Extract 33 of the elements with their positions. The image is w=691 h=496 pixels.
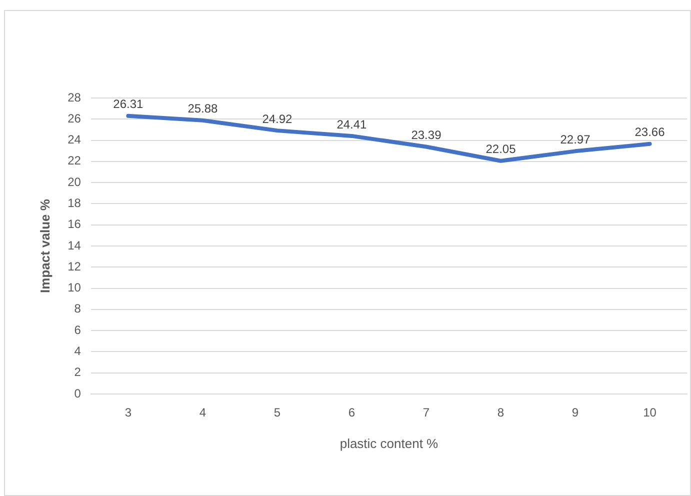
- x-tick-label: 6: [348, 406, 356, 420]
- data-label: 22.05: [486, 142, 516, 156]
- x-tick-label: 7: [422, 406, 430, 420]
- x-tick-label: 9: [572, 406, 579, 420]
- y-tick-label: 10: [68, 280, 82, 295]
- y-tick-label: 16: [68, 217, 82, 232]
- y-tick-label: 18: [68, 196, 82, 210]
- data-label: 25.88: [188, 102, 218, 116]
- y-tick-label: 26: [68, 111, 82, 126]
- x-axis-title: plastic content %: [340, 436, 439, 451]
- y-tick-label: 8: [74, 302, 82, 316]
- data-label: 23.39: [411, 128, 442, 142]
- y-tick-label: 28: [68, 90, 82, 104]
- x-tick-label: 10: [643, 406, 657, 420]
- x-tick-label: 5: [274, 406, 281, 420]
- x-tick-label: 4: [199, 406, 206, 420]
- y-tick-label: 6: [74, 322, 82, 337]
- y-tick-label: 4: [74, 344, 82, 358]
- data-label: 24.92: [262, 112, 293, 126]
- y-axis-title: Impact value %: [37, 198, 52, 293]
- y-tick-label: 24: [68, 132, 82, 147]
- y-tick-label: 0: [74, 386, 82, 400]
- y-tick-label: 12: [68, 259, 82, 274]
- x-tick-label: 8: [497, 406, 504, 420]
- x-tick-label: 3: [124, 406, 132, 420]
- y-tick-label: 20: [68, 174, 82, 189]
- y-tick-label: 2: [74, 365, 82, 380]
- data-label: 24.41: [336, 117, 368, 132]
- y-tick-label: 22: [68, 154, 82, 168]
- data-label: 26.31: [113, 97, 144, 112]
- data-label: 23.66: [634, 125, 666, 140]
- data-label: 22.97: [560, 132, 591, 146]
- y-tick-label: 14: [68, 238, 82, 252]
